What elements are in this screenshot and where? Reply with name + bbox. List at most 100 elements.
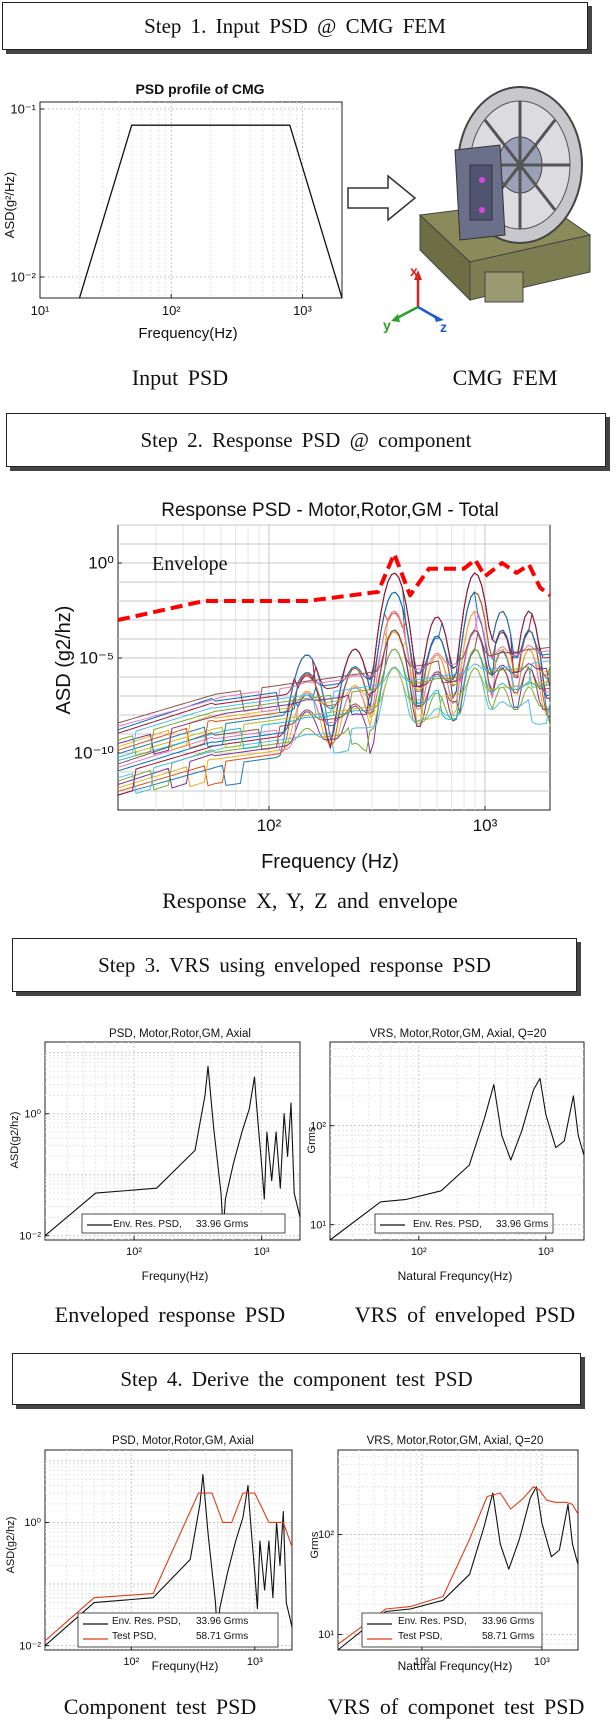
x-tick-label: 10² xyxy=(411,1246,427,1258)
legend-box xyxy=(361,1612,543,1648)
chart-title: PSD, Motor,Rotor,GM, Axial xyxy=(112,1435,254,1447)
step-2-box: Step 2. Response PSD @ component xyxy=(6,413,606,467)
response-curve xyxy=(117,660,551,758)
y-axis-label: ASD(g2/hz) xyxy=(9,1112,21,1169)
x-tick-label: 10³ xyxy=(538,1246,554,1258)
y-axis-label: ASD(g²/Hz) xyxy=(2,172,17,238)
legend-series-1-rms: 33.96 Grms xyxy=(482,1616,534,1627)
chart-title: VRS, Motor,Rotor,GM, Axial, Q=20 xyxy=(367,1435,544,1447)
x-tick-label: 10³ xyxy=(247,1656,263,1668)
right-arrow-icon xyxy=(347,174,417,222)
step-3-box: Step 3. VRS using enveloped response PSD xyxy=(12,938,577,992)
series-1-line xyxy=(44,1473,293,1647)
y-tick-label: 10⁻⁵ xyxy=(79,649,114,668)
legend-series-2-rms: 58.71 Grms xyxy=(196,1631,248,1642)
legend-series-1-rms: 33.96 Grms xyxy=(496,1219,548,1230)
step-4-box: Step 4. Derive the component test PSD xyxy=(12,1353,581,1405)
plot-area xyxy=(39,101,343,299)
series-2-line xyxy=(337,1486,579,1645)
chart-title: Response PSD - Motor,Rotor,GM - Total xyxy=(161,500,499,521)
response-curve xyxy=(117,667,551,758)
step-3-label: Step 3. VRS using enveloped response PSD xyxy=(98,952,491,977)
x-tick-label: 10² xyxy=(162,303,181,318)
envelope-annotation: Envelope xyxy=(152,553,228,575)
psd-line xyxy=(78,124,343,299)
y-tick-label: 10⁰ xyxy=(88,554,114,573)
legend-series-1-rms: 33.96 Grms xyxy=(196,1219,248,1230)
y-tick-label: 10⁰ xyxy=(24,1517,41,1529)
response-curve xyxy=(117,572,551,734)
x-tick-label: 10² xyxy=(257,816,282,835)
chart-title: VRS, Motor,Rotor,GM, Axial, Q=20 xyxy=(370,1028,547,1040)
y-tick-label: 10¹ xyxy=(318,1629,334,1641)
response-curve xyxy=(117,610,551,727)
x-tick-label: 10³ xyxy=(293,303,312,318)
response-curve xyxy=(117,648,551,757)
x-axis-label: Natural Frequncy(Hz) xyxy=(398,1659,513,1673)
y-axis-label: ASD(g2/hz) xyxy=(5,1517,17,1574)
y-tick-label: 10² xyxy=(318,1529,334,1541)
y-tick-label: 10⁻² xyxy=(19,1640,41,1652)
x-axis-label: Frequny(Hz) xyxy=(142,1269,209,1283)
x-tick-label: 10² xyxy=(414,1656,430,1668)
series-1-line xyxy=(337,1486,579,1651)
chart-title: PSD profile of CMG xyxy=(135,81,264,97)
legend-box xyxy=(81,1213,286,1234)
response-curve xyxy=(117,629,551,724)
z-axis-tag: z xyxy=(440,319,447,335)
x-axis-label: Natural Frequncy(Hz) xyxy=(398,1269,513,1283)
y-tick-label: 10⁻¹ xyxy=(10,101,36,116)
caption-env-resp-psd: Enveloped response PSD xyxy=(54,1302,286,1327)
legend-box xyxy=(374,1213,554,1234)
x-tick-label: 10² xyxy=(126,1246,142,1258)
x-tick-label: 10³ xyxy=(534,1656,550,1668)
y-axis-label: ASD (g2/hz) xyxy=(53,606,75,715)
legend-series-1-name: Env. Res. PSD, xyxy=(398,1616,467,1627)
caption-response: Response X, Y, Z and envelope xyxy=(162,888,458,913)
cmg-fem-illustration: x y z xyxy=(347,86,592,335)
legend-box xyxy=(77,1612,279,1648)
step-2-label: Step 2. Response PSD @ component xyxy=(140,427,472,452)
caption-input-psd: Input PSD xyxy=(131,365,229,390)
response-curve xyxy=(117,591,551,751)
series-2-line xyxy=(44,1492,293,1642)
y-tick-label: 10⁻² xyxy=(19,1230,41,1242)
caption-vrs-comp: VRS of componet test PSD xyxy=(327,1694,585,1719)
y-tick-label: 10² xyxy=(310,1120,326,1132)
x-axis-label: Frequency (Hz) xyxy=(261,851,399,873)
x-axis-label: Frequency(Hz) xyxy=(138,325,237,342)
x-tick-label: 10² xyxy=(123,1656,139,1668)
caption-comp-test-psd: Component test PSD xyxy=(63,1694,257,1719)
step-1-box: Step 1. Input PSD @ CMG FEM xyxy=(2,2,588,50)
x-tick-label: 10³ xyxy=(473,816,498,835)
legend-series-1-name: Env. Res. PSD, xyxy=(413,1219,482,1230)
y-tick-label: 10⁻² xyxy=(10,269,36,284)
x-axis-tag: x xyxy=(410,263,418,279)
caption-vrs-env: VRS of enveloped PSD xyxy=(354,1302,576,1327)
y-axis-label: Grms xyxy=(306,1126,318,1153)
legend-series-2-name: Test PSD, xyxy=(398,1631,442,1642)
x-tick-label: 10³ xyxy=(254,1246,270,1258)
y-axis-label: Grms xyxy=(309,1531,321,1558)
legend-series-1-name: Env. Res. PSD, xyxy=(113,1219,182,1230)
step-4-label: Step 4. Derive the component test PSD xyxy=(120,1366,473,1391)
y-tick-label: 10⁻¹⁰ xyxy=(74,744,115,763)
envelope-curve xyxy=(117,551,552,622)
y-axis-tag: y xyxy=(383,317,391,333)
series-1-line xyxy=(44,1065,301,1237)
axis-triad: x y z xyxy=(383,263,447,335)
legend-series-1-name: Env. Res. PSD, xyxy=(112,1616,181,1627)
legend-series-2-rms: 58.71 Grms xyxy=(482,1631,534,1642)
y-tick-label: 10⁰ xyxy=(24,1108,41,1120)
legend-series-2-name: Test PSD, xyxy=(112,1631,156,1642)
series-1-line xyxy=(329,1077,585,1241)
step-1-label: Step 1. Input PSD @ CMG FEM xyxy=(144,13,446,38)
caption-cmg-fem: CMG FEM xyxy=(452,365,558,390)
y-tick-label: 10¹ xyxy=(310,1219,326,1231)
